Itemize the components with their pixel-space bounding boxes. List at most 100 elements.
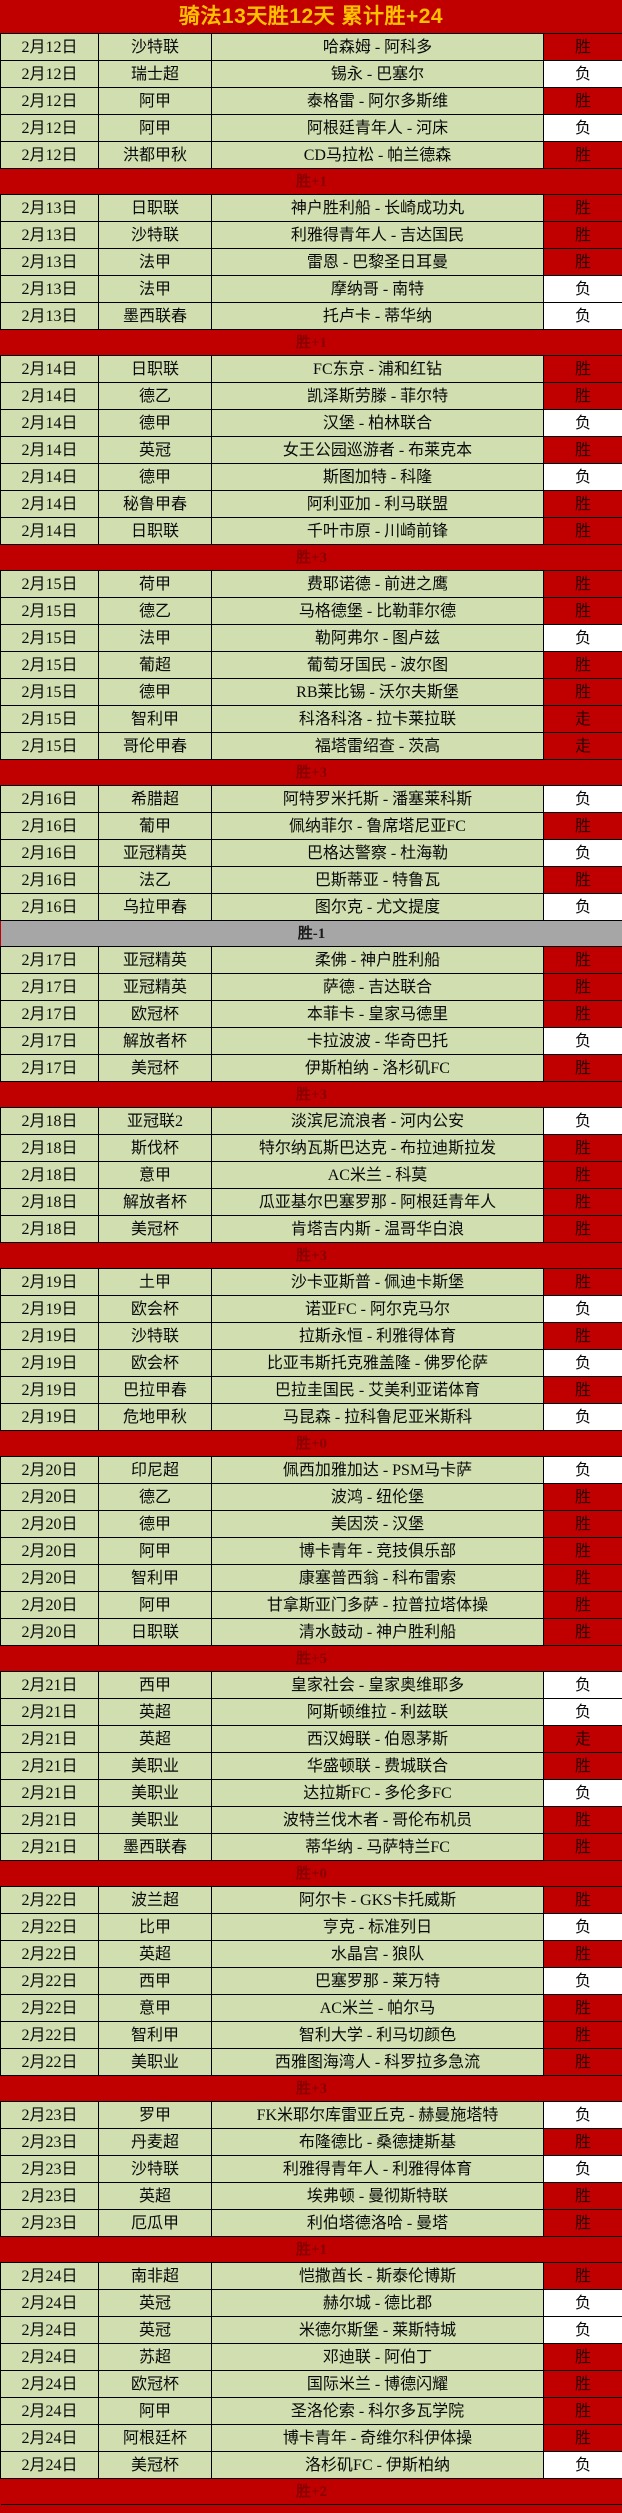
cell-match: 巴塞罗那 - 莱万特 (212, 1968, 544, 1995)
cell-result: 胜 (544, 1001, 622, 1028)
table-row: 2月13日法甲雷恩 - 巴黎圣日耳曼胜 (1, 249, 622, 276)
cell-match: 斯图加特 - 科隆 (212, 464, 544, 491)
cell-match: 甘拿斯亚门多萨 - 拉普拉塔体操 (212, 1592, 544, 1619)
cell-league: 墨西联春 (99, 303, 212, 330)
table-row: 2月15日智利甲科洛科洛 - 拉卡莱拉联走 (1, 706, 622, 733)
cell-match: 千叶市原 - 川崎前锋 (212, 518, 544, 545)
cell-match: 博卡青年 - 奇维尔科伊体操 (212, 2425, 544, 2452)
cell-result: 胜 (544, 383, 622, 410)
table-row: 2月21日西甲皇家社会 - 皇家奥维耶多负 (1, 1672, 622, 1699)
cell-result: 胜 (544, 2022, 622, 2049)
table-row: 2月20日日职联清水鼓动 - 神户胜利船胜 (1, 1619, 622, 1646)
cell-match: 卡拉波波 - 华奇巴托 (212, 1028, 544, 1055)
cell-date: 2月15日 (1, 706, 99, 733)
table-row: 2月24日苏超邓迪联 - 阿伯丁胜 (1, 2344, 622, 2371)
table-row: 2月24日阿根廷杯博卡青年 - 奇维尔科伊体操胜 (1, 2425, 622, 2452)
table-row: 2月19日欧会杯比亚韦斯托克雅盖隆 - 佛罗伦萨负 (1, 1350, 622, 1377)
cell-match: 肯塔吉内斯 - 温哥华白浪 (212, 1216, 544, 1243)
cell-league: 智利甲 (99, 706, 212, 733)
cell-date: 2月13日 (1, 195, 99, 222)
cell-match: RB莱比锡 - 沃尔夫斯堡 (212, 679, 544, 706)
table-row: 2月16日亚冠精英巴格达警察 - 杜海勒负 (1, 840, 622, 867)
table-row: 2月22日波兰超阿尔卡 - GKS卡托威斯胜 (1, 1887, 622, 1914)
table-row: 2月23日厄瓜甲利伯塔德洛哈 - 曼塔胜 (1, 2210, 622, 2237)
group-summary-label: 胜+0 (1, 1431, 622, 1457)
cell-result: 负 (544, 464, 622, 491)
cell-match: 西雅图海湾人 - 科罗拉多急流 (212, 2049, 544, 2076)
cell-result: 胜 (544, 356, 622, 383)
table-row: 2月19日巴拉甲春巴拉圭国民 - 艾美利亚诺体育胜 (1, 1377, 622, 1404)
cell-date: 2月20日 (1, 1565, 99, 1592)
cell-date: 2月13日 (1, 222, 99, 249)
cell-date: 2月21日 (1, 1726, 99, 1753)
cell-league: 罗甲 (99, 2102, 212, 2129)
cell-result: 胜 (544, 1565, 622, 1592)
cell-result: 胜 (544, 974, 622, 1001)
cell-league: 荷甲 (99, 571, 212, 598)
table-row: 2月22日美职业西雅图海湾人 - 科罗拉多急流胜 (1, 2049, 622, 2076)
cell-match: 沙卡亚斯普 - 佩迪卡斯堡 (212, 1269, 544, 1296)
cell-league: 美冠杯 (99, 2452, 212, 2479)
cell-league: 希腊超 (99, 786, 212, 813)
cell-date: 2月17日 (1, 947, 99, 974)
cell-result: 胜 (544, 1484, 622, 1511)
cell-match: 科洛科洛 - 拉卡莱拉联 (212, 706, 544, 733)
table-row: 2月20日德甲美因茨 - 汉堡胜 (1, 1511, 622, 1538)
cell-result: 胜 (544, 652, 622, 679)
cell-result: 胜 (544, 1753, 622, 1780)
table-row: 2月24日欧冠杯国际米兰 - 博德闪耀胜 (1, 2371, 622, 2398)
footer-spacer (0, 2505, 622, 2513)
cell-league: 瑞士超 (99, 61, 212, 88)
cell-date: 2月16日 (1, 840, 99, 867)
cell-date: 2月14日 (1, 410, 99, 437)
cell-date: 2月22日 (1, 1995, 99, 2022)
cell-league: 日职联 (99, 195, 212, 222)
cell-league: 西甲 (99, 1672, 212, 1699)
cell-match: 布隆德比 - 桑德捷斯基 (212, 2129, 544, 2156)
cell-result: 负 (544, 410, 622, 437)
table-row: 2月18日解放者杯瓜亚基尔巴塞罗那 - 阿根廷青年人胜 (1, 1189, 622, 1216)
cell-match: 康塞普西翁 - 科布雷索 (212, 1565, 544, 1592)
cell-result: 胜 (544, 1323, 622, 1350)
cell-match: 女王公园巡游者 - 布莱克本 (212, 437, 544, 464)
cell-date: 2月21日 (1, 1807, 99, 1834)
cell-date: 2月17日 (1, 974, 99, 1001)
cell-league: 亚冠联2 (99, 1108, 212, 1135)
cell-match: 阿根廷青年人 - 河床 (212, 115, 544, 142)
cell-league: 丹麦超 (99, 2129, 212, 2156)
table-row: 2月15日荷甲费耶诺德 - 前进之鹰胜 (1, 571, 622, 598)
cell-match: 圣洛伦索 - 科尔多瓦学院 (212, 2398, 544, 2425)
cell-date: 2月14日 (1, 383, 99, 410)
table-row: 2月22日比甲亨克 - 标准列日负 (1, 1914, 622, 1941)
cell-date: 2月19日 (1, 1350, 99, 1377)
cell-match: 泰格雷 - 阿尔多斯维 (212, 88, 544, 115)
cell-league: 厄瓜甲 (99, 2210, 212, 2237)
page-title: 骑法13天胜12天 累计胜+24 (0, 0, 622, 33)
cell-date: 2月22日 (1, 1887, 99, 1914)
cell-match: 赫尔城 - 德比郡 (212, 2290, 544, 2317)
table-row: 2月13日墨西联春托卢卡 - 蒂华纳负 (1, 303, 622, 330)
table-row: 2月14日德甲汉堡 - 柏林联合负 (1, 410, 622, 437)
cell-league: 意甲 (99, 1162, 212, 1189)
cell-match: AC米兰 - 帕尔马 (212, 1995, 544, 2022)
cell-league: 南非超 (99, 2263, 212, 2290)
cell-result: 负 (544, 61, 622, 88)
cell-league: 阿甲 (99, 1538, 212, 1565)
cell-result: 胜 (544, 1162, 622, 1189)
cell-match: 波鸿 - 纽伦堡 (212, 1484, 544, 1511)
cell-league: 葡超 (99, 652, 212, 679)
table-row: 2月14日英冠女王公园巡游者 - 布莱克本胜 (1, 437, 622, 464)
table-row: 2月12日阿甲阿根廷青年人 - 河床负 (1, 115, 622, 142)
cell-match: 特尔纳瓦斯巴达克 - 布拉迪斯拉发 (212, 1135, 544, 1162)
cell-date: 2月24日 (1, 2344, 99, 2371)
cell-result: 胜 (544, 1216, 622, 1243)
table-row: 2月14日德乙凯泽斯劳滕 - 菲尔特胜 (1, 383, 622, 410)
cell-match: 利雅得青年人 - 吉达国民 (212, 222, 544, 249)
cell-date: 2月20日 (1, 1511, 99, 1538)
cell-match: 美因茨 - 汉堡 (212, 1511, 544, 1538)
table-row: 2月19日土甲沙卡亚斯普 - 佩迪卡斯堡胜 (1, 1269, 622, 1296)
cell-match: 巴拉圭国民 - 艾美利亚诺体育 (212, 1377, 544, 1404)
cell-date: 2月12日 (1, 61, 99, 88)
